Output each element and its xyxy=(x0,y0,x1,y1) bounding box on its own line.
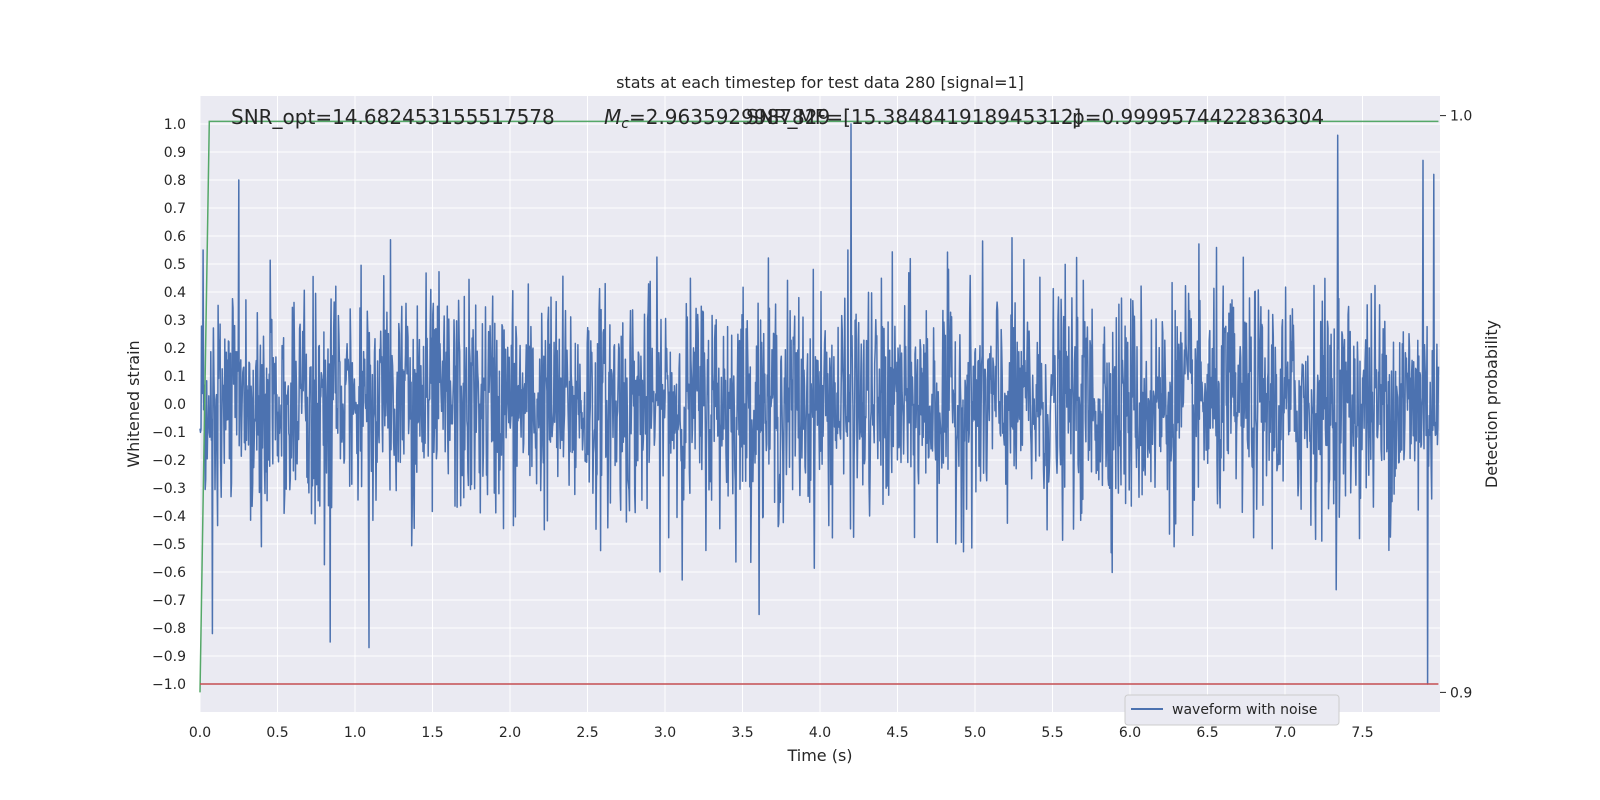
x-tick-label: 4.5 xyxy=(886,725,908,741)
x-tick-label: 2.0 xyxy=(499,725,521,741)
legend-box xyxy=(1124,694,1340,726)
x-tick-label: 3.5 xyxy=(731,725,753,741)
y-tick-label: −0.1 xyxy=(152,425,186,441)
y-tick-label: 0.9 xyxy=(164,145,186,161)
annotation-snr-mf: SNR_MF=[15.384841918945312] xyxy=(746,105,1081,129)
y2-tick-label: 1.0 xyxy=(1450,109,1472,125)
y-tick-label: −0.4 xyxy=(152,509,186,525)
x-tick-label: 5.0 xyxy=(964,725,986,741)
y-tick-label: 0.4 xyxy=(164,285,186,301)
x-tick-label: 2.5 xyxy=(576,725,598,741)
x-tick-label: 1.5 xyxy=(421,725,443,741)
y-tick-label: −0.3 xyxy=(152,481,186,497)
y-tick-label: −0.8 xyxy=(152,621,186,637)
annotation-p-value: p=0.9999574422836304 xyxy=(1072,105,1324,129)
x-tick-labels: 0.0 0.5 1.0 1.5 2.0 2.5 3.0 3.5 4.0 4.5 5.0 5.5 6.0 6… xyxy=(189,725,1374,741)
y-tick-label: 1.0 xyxy=(164,117,186,133)
y-tick-label: 0.7 xyxy=(164,201,186,217)
annotation-snr-opt: SNR_opt=14.682453155517578 xyxy=(231,105,555,129)
x-tick-label: 0.0 xyxy=(189,725,211,741)
detection-probability-line xyxy=(199,120,1439,693)
y-tick-label: 0.1 xyxy=(164,369,186,385)
y-tick-label: −0.6 xyxy=(152,565,186,581)
annotation-mc: Mc=2.9635929987829 xyxy=(604,105,830,132)
x-tick-label: 7.5 xyxy=(1351,725,1373,741)
y-axis-label: Whitened strain xyxy=(124,340,143,467)
y-tick-label: −0.2 xyxy=(152,453,186,469)
legend: waveform with noise xyxy=(1124,694,1340,726)
y-tick-labels: 1.0 0.9 0.8 0.7 0.6 0.5 0.4 0.3 0.2 0.1 0.0 −0.1 −0.… xyxy=(152,117,186,693)
series-layer xyxy=(199,120,1440,693)
annotation-mc-subscript: c xyxy=(621,116,629,132)
y2-tick-labels: 1.0 0.9 xyxy=(1440,109,1472,701)
y-tick-label: 0.8 xyxy=(164,173,186,189)
y2-tick-label: 0.9 xyxy=(1450,685,1472,701)
y-tick-label: −0.9 xyxy=(152,649,186,665)
x-tick-label: 3.0 xyxy=(654,725,676,741)
y-tick-label: 0.3 xyxy=(164,313,186,329)
y-tick-label: −1.0 xyxy=(152,677,186,693)
annotation-mc-value: =2.9635929987829 xyxy=(629,105,830,129)
legend-label: waveform with noise xyxy=(1172,702,1317,718)
y-tick-label: 0.5 xyxy=(164,257,186,273)
chart-title: stats at each timestep for test data 280… xyxy=(616,73,1024,92)
x-tick-label: 0.5 xyxy=(266,725,288,741)
x-tick-label: 6.5 xyxy=(1196,725,1218,741)
annotation-mc-symbol: M xyxy=(604,105,621,129)
x-tick-label: 7.0 xyxy=(1274,725,1296,741)
x-axis-label: Time (s) xyxy=(786,746,852,765)
y-tick-label: 0.0 xyxy=(164,397,186,413)
x-tick-label: 5.5 xyxy=(1041,725,1063,741)
y-tick-label: 0.6 xyxy=(164,229,186,245)
y-tick-label: −0.7 xyxy=(152,593,186,609)
x-tick-label: 6.0 xyxy=(1119,725,1141,741)
x-tick-label: 4.0 xyxy=(809,725,831,741)
waveform-line xyxy=(199,123,1440,685)
y2-axis-label: Detection probability xyxy=(1482,320,1501,488)
y-tick-label: 0.2 xyxy=(164,341,186,357)
y-tick-label: −0.5 xyxy=(152,537,186,553)
x-tick-label: 1.0 xyxy=(344,725,366,741)
